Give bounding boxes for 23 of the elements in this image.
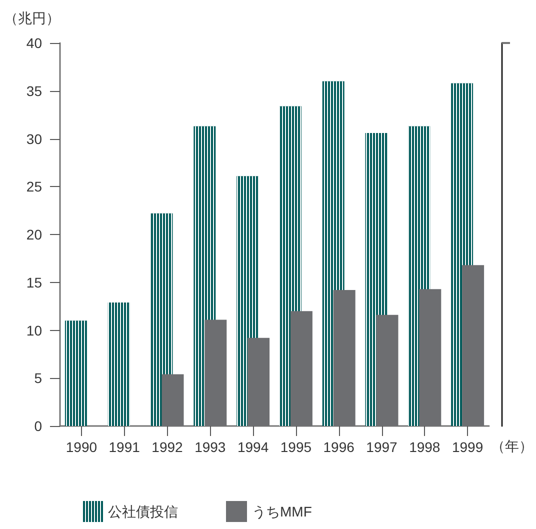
legend-label: うちMMF	[252, 504, 312, 520]
x-tick-label: 1995	[280, 439, 312, 455]
x-tick-label: 1999	[452, 439, 484, 455]
x-axis-title: （年）	[491, 438, 533, 454]
x-tick-label: 1994	[237, 439, 269, 455]
y-tick-label: 20	[26, 226, 42, 242]
x-tick-label: 1992	[152, 439, 184, 455]
y-tick-label: 15	[26, 274, 42, 290]
y-tick-label: 0	[34, 418, 42, 434]
y-axis-title: （兆円）	[4, 10, 60, 26]
x-tick-label: 1997	[366, 439, 398, 455]
x-tick-label: 1993	[194, 439, 226, 455]
y-tick-label: 40	[26, 35, 42, 51]
x-tick-label: 1990	[66, 439, 98, 455]
y-tick-label: 10	[26, 322, 42, 338]
x-tick-label: 1996	[323, 439, 355, 455]
y-tick-label: 25	[26, 178, 42, 195]
x-tick-label: 1998	[409, 439, 440, 455]
x-tick-label: 1991	[108, 439, 140, 455]
y-tick-label: 35	[26, 82, 42, 99]
legend-label: 公社債投信	[108, 504, 178, 520]
y-tick-label: 5	[34, 370, 42, 386]
y-tick-label: 30	[26, 130, 42, 147]
